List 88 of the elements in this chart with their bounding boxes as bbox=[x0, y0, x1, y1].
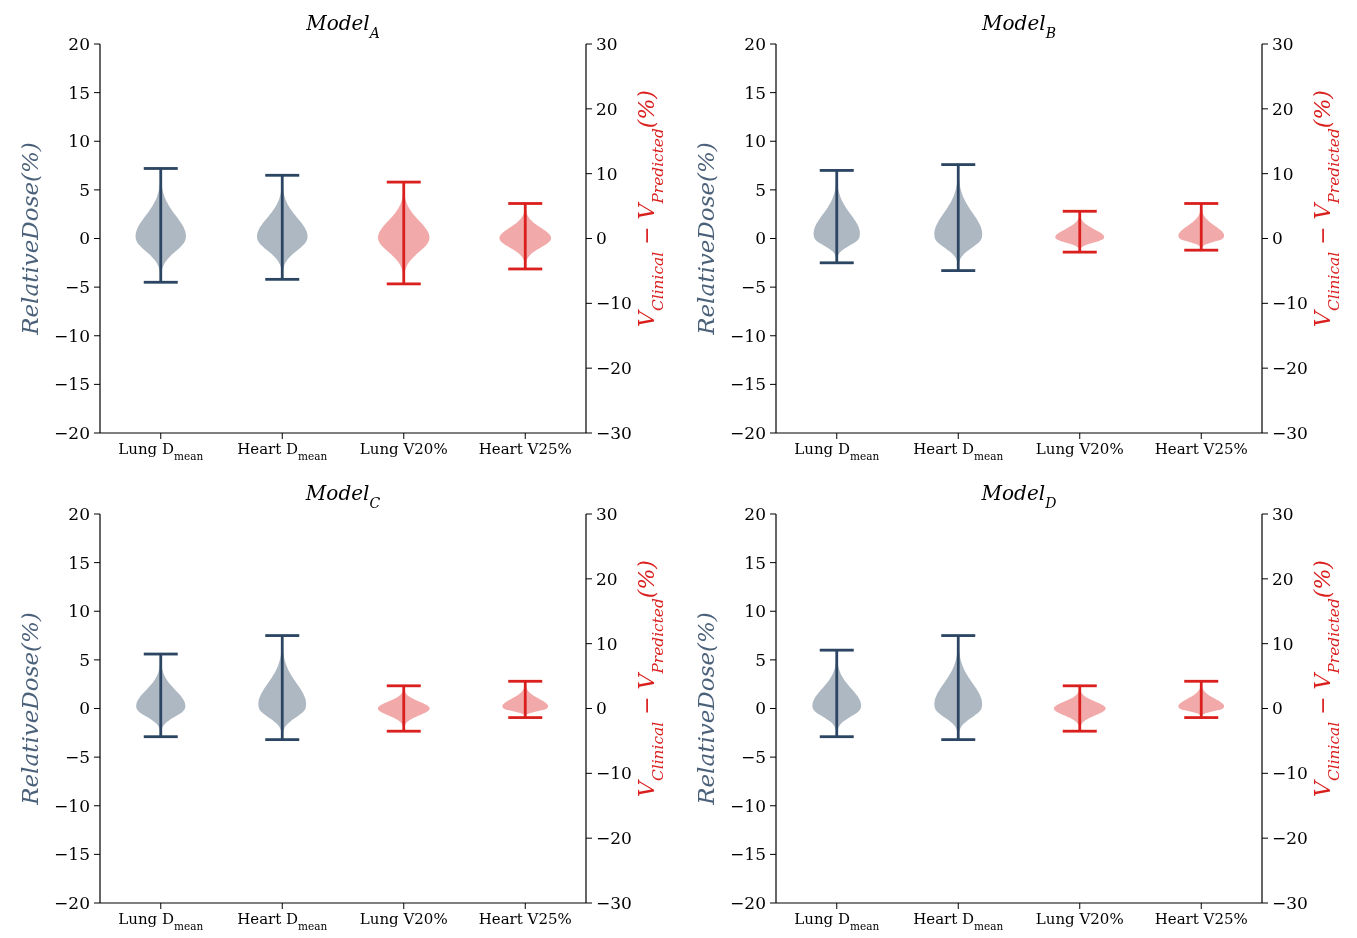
x-tick-label: Heart D$_{mean}$ bbox=[913, 440, 1004, 462]
y-tick-label: −20 bbox=[54, 892, 90, 913]
y2-tick-label: 0 bbox=[596, 698, 607, 719]
x-tick-label: Heart D$_{mean}$ bbox=[237, 910, 328, 932]
x-tick-label: Heart V25% bbox=[1154, 440, 1248, 458]
y-tick-label: −20 bbox=[54, 422, 90, 443]
y-tick-label: −10 bbox=[730, 795, 766, 816]
y-tick-label: −5 bbox=[740, 747, 766, 768]
y2-tick-label: 20 bbox=[596, 568, 618, 589]
y-tick-label: 0 bbox=[755, 698, 766, 719]
y2-tick-label: −10 bbox=[596, 763, 632, 784]
y-tick-label: −10 bbox=[54, 325, 90, 346]
x-tick-label: Lung V20% bbox=[1035, 440, 1124, 458]
y-tick-label: 5 bbox=[79, 179, 90, 200]
y-tick-label: 20 bbox=[68, 33, 90, 54]
x-tick-label: Lung V20% bbox=[1035, 910, 1124, 928]
y-tick-label: 20 bbox=[744, 33, 766, 54]
x-tick-label: Lung V20% bbox=[359, 910, 448, 928]
y-tick-label: 0 bbox=[755, 228, 766, 249]
y2-tick-label: 0 bbox=[1272, 228, 1283, 249]
y-tick-label: −15 bbox=[730, 844, 766, 865]
y-tick-label: −15 bbox=[730, 374, 766, 395]
y2-tick-label: 0 bbox=[596, 228, 607, 249]
y-tick-label: −15 bbox=[54, 374, 90, 395]
y2-tick-label: −20 bbox=[596, 358, 632, 379]
y-tick-label: 20 bbox=[744, 503, 766, 524]
chart-title: Model$_{D}$ bbox=[980, 481, 1057, 511]
y-tick-label: −10 bbox=[730, 325, 766, 346]
y2-tick-label: 30 bbox=[596, 33, 618, 54]
y2-tick-label: −30 bbox=[1272, 892, 1308, 913]
y-tick-label: 0 bbox=[79, 698, 90, 719]
y2-tick-label: 10 bbox=[1272, 633, 1294, 654]
x-tick-label: Lung V20% bbox=[359, 440, 448, 458]
y2-tick-label: 10 bbox=[1272, 163, 1294, 184]
y-tick-label: −15 bbox=[54, 844, 90, 865]
y2-tick-label: −30 bbox=[1272, 422, 1308, 443]
y-tick-label: 5 bbox=[755, 649, 766, 670]
y2-tick-label: 0 bbox=[1272, 698, 1283, 719]
y-tick-label: 10 bbox=[68, 601, 90, 622]
y-axis-title: RelativeDose(%) bbox=[693, 142, 719, 336]
y-tick-label: −10 bbox=[54, 795, 90, 816]
x-tick-label: Lung D$_{mean}$ bbox=[118, 440, 204, 462]
chart-title: Model$_{B}$ bbox=[981, 11, 1056, 41]
y-tick-label: 15 bbox=[68, 82, 90, 103]
y-tick-label: 15 bbox=[68, 552, 90, 573]
y2-tick-label: −20 bbox=[1272, 828, 1308, 849]
y-tick-label: −5 bbox=[740, 277, 766, 298]
x-tick-label: Lung D$_{mean}$ bbox=[794, 910, 880, 932]
x-tick-label: Heart V25% bbox=[478, 910, 572, 928]
y2-tick-label: 20 bbox=[1272, 568, 1294, 589]
chart-title: Model$_{A}$ bbox=[305, 11, 380, 41]
y2-tick-label: −10 bbox=[596, 293, 632, 314]
y-tick-label: −20 bbox=[730, 422, 766, 443]
y2-tick-label: −30 bbox=[596, 892, 632, 913]
y2-tick-label: 30 bbox=[596, 503, 618, 524]
y-axis-title: RelativeDose(%) bbox=[17, 612, 43, 806]
x-tick-label: Heart D$_{mean}$ bbox=[913, 910, 1004, 932]
x-tick-label: Lung D$_{mean}$ bbox=[794, 440, 880, 462]
y2-tick-label: −30 bbox=[596, 422, 632, 443]
y-tick-label: 10 bbox=[68, 131, 90, 152]
y-axis-title: RelativeDose(%) bbox=[693, 612, 719, 806]
y-tick-label: 15 bbox=[744, 552, 766, 573]
y2-tick-label: 10 bbox=[596, 633, 618, 654]
y-tick-label: 0 bbox=[79, 228, 90, 249]
y-tick-label: 15 bbox=[744, 82, 766, 103]
x-tick-label: Heart V25% bbox=[1154, 910, 1248, 928]
chart-title: Model$_{C}$ bbox=[304, 481, 381, 511]
y-tick-label: −20 bbox=[730, 892, 766, 913]
y-tick-label: 20 bbox=[68, 503, 90, 524]
y-tick-label: −5 bbox=[64, 747, 90, 768]
y2-tick-label: 20 bbox=[1272, 98, 1294, 119]
y2-tick-label: 30 bbox=[1272, 33, 1294, 54]
y2-tick-label: −10 bbox=[1272, 763, 1308, 784]
y-tick-label: 5 bbox=[79, 649, 90, 670]
y2-tick-label: −20 bbox=[1272, 358, 1308, 379]
y-tick-label: 10 bbox=[744, 131, 766, 152]
y2-tick-label: 30 bbox=[1272, 503, 1294, 524]
y-tick-label: −5 bbox=[64, 277, 90, 298]
y-tick-label: 10 bbox=[744, 601, 766, 622]
x-tick-label: Heart V25% bbox=[478, 440, 572, 458]
y2-tick-label: 10 bbox=[596, 163, 618, 184]
y2-tick-label: −20 bbox=[596, 828, 632, 849]
y2-tick-label: 20 bbox=[596, 98, 618, 119]
y2-tick-label: −10 bbox=[1272, 293, 1308, 314]
y-axis-title: RelativeDose(%) bbox=[17, 142, 43, 336]
x-tick-label: Lung D$_{mean}$ bbox=[118, 910, 204, 932]
x-tick-label: Heart D$_{mean}$ bbox=[237, 440, 328, 462]
y-tick-label: 5 bbox=[755, 179, 766, 200]
